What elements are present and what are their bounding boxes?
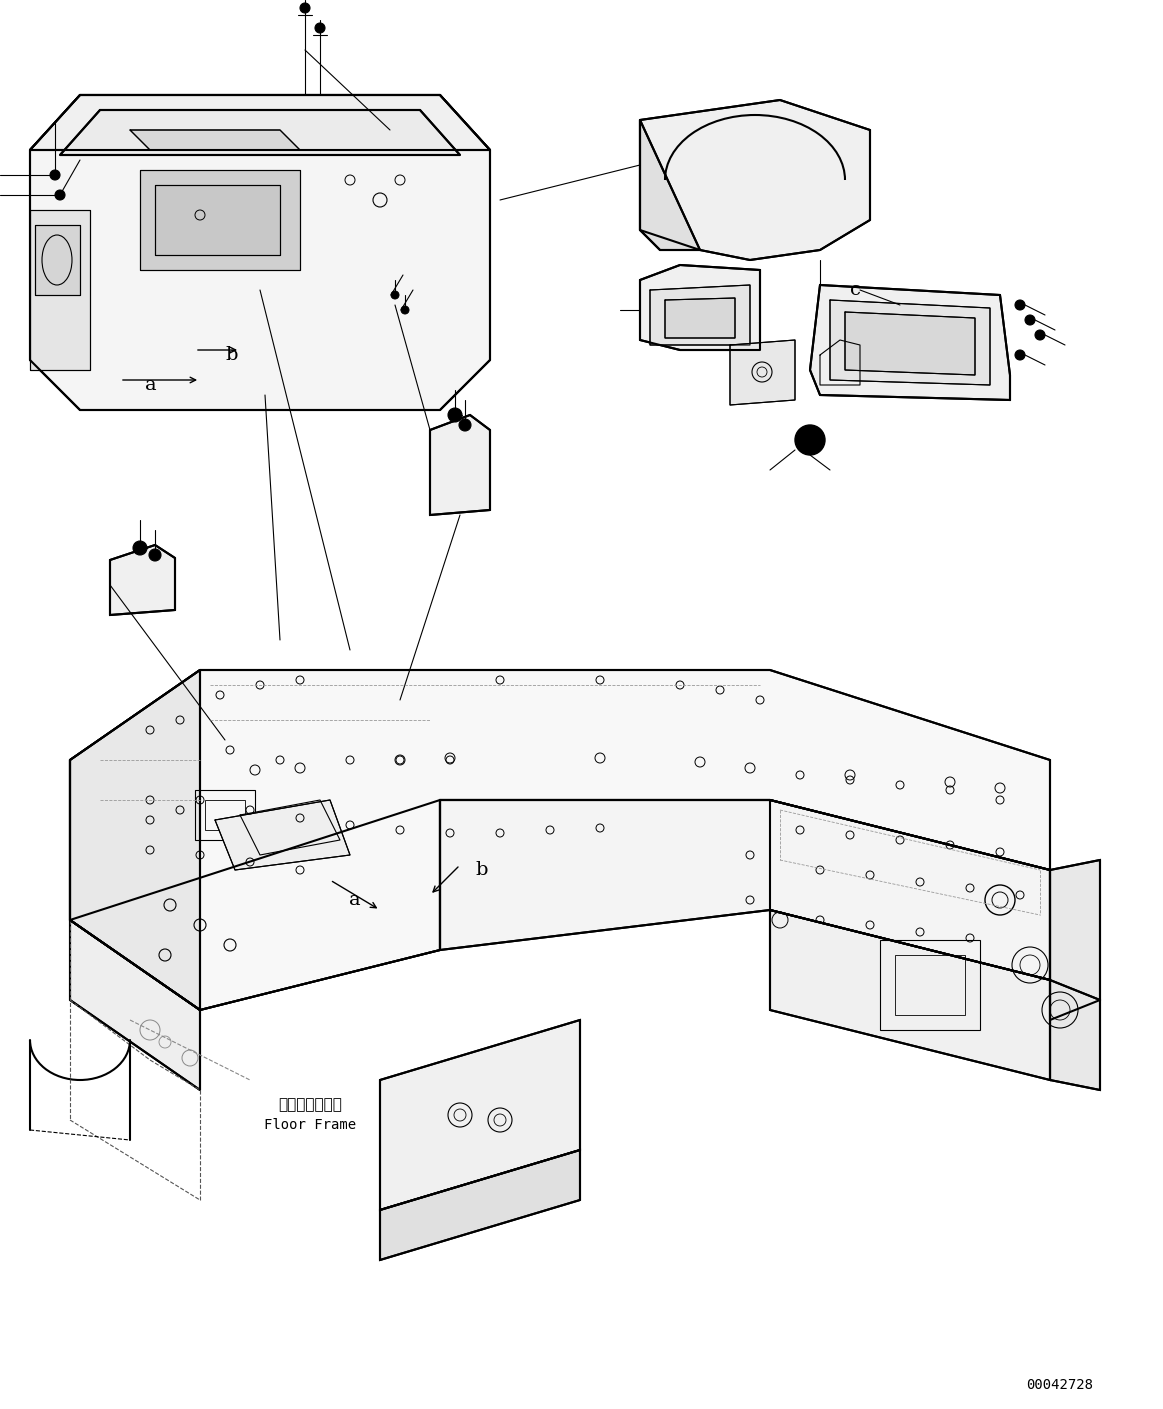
Polygon shape <box>380 1150 580 1260</box>
Polygon shape <box>30 94 490 149</box>
Circle shape <box>50 170 60 180</box>
Bar <box>205 800 245 830</box>
Polygon shape <box>30 210 90 371</box>
Polygon shape <box>846 311 975 375</box>
Circle shape <box>55 190 65 200</box>
Polygon shape <box>770 910 1050 1081</box>
Circle shape <box>1035 330 1046 340</box>
Circle shape <box>1015 349 1025 361</box>
Polygon shape <box>1050 859 1100 1020</box>
Text: Floor Frame: Floor Frame <box>264 1117 356 1131</box>
Polygon shape <box>70 671 1050 1010</box>
Polygon shape <box>30 94 490 410</box>
Polygon shape <box>430 416 490 516</box>
Polygon shape <box>650 285 750 345</box>
Circle shape <box>149 550 160 561</box>
Polygon shape <box>640 100 870 261</box>
Polygon shape <box>809 285 1009 400</box>
Circle shape <box>1025 316 1035 325</box>
Circle shape <box>1015 300 1025 310</box>
Circle shape <box>133 541 147 555</box>
Polygon shape <box>215 800 350 869</box>
Circle shape <box>459 418 471 431</box>
Circle shape <box>448 409 462 423</box>
Text: a: a <box>349 890 361 909</box>
Polygon shape <box>440 800 1050 981</box>
Polygon shape <box>110 545 174 614</box>
Circle shape <box>315 23 324 32</box>
Circle shape <box>401 306 409 314</box>
Bar <box>896 955 965 1014</box>
Polygon shape <box>640 120 700 249</box>
Text: 00042728: 00042728 <box>1027 1378 1093 1392</box>
Polygon shape <box>130 130 300 149</box>
Text: b: b <box>475 861 487 879</box>
Polygon shape <box>380 1020 580 1210</box>
Polygon shape <box>70 671 200 1010</box>
Polygon shape <box>70 920 200 1091</box>
Polygon shape <box>830 300 990 385</box>
Polygon shape <box>155 185 280 255</box>
Polygon shape <box>140 170 300 271</box>
Circle shape <box>391 292 399 299</box>
Polygon shape <box>640 265 759 349</box>
Circle shape <box>300 3 311 13</box>
Polygon shape <box>1050 981 1100 1091</box>
Polygon shape <box>60 110 461 155</box>
Polygon shape <box>665 297 735 338</box>
Bar <box>195 790 255 840</box>
Bar <box>880 940 980 1030</box>
Text: フロアフレーム: フロアフレーム <box>278 1098 342 1113</box>
Polygon shape <box>35 225 80 294</box>
Polygon shape <box>730 340 795 404</box>
Text: c: c <box>850 280 861 299</box>
Text: b: b <box>224 347 237 364</box>
Circle shape <box>795 426 825 455</box>
Text: a: a <box>145 376 157 395</box>
